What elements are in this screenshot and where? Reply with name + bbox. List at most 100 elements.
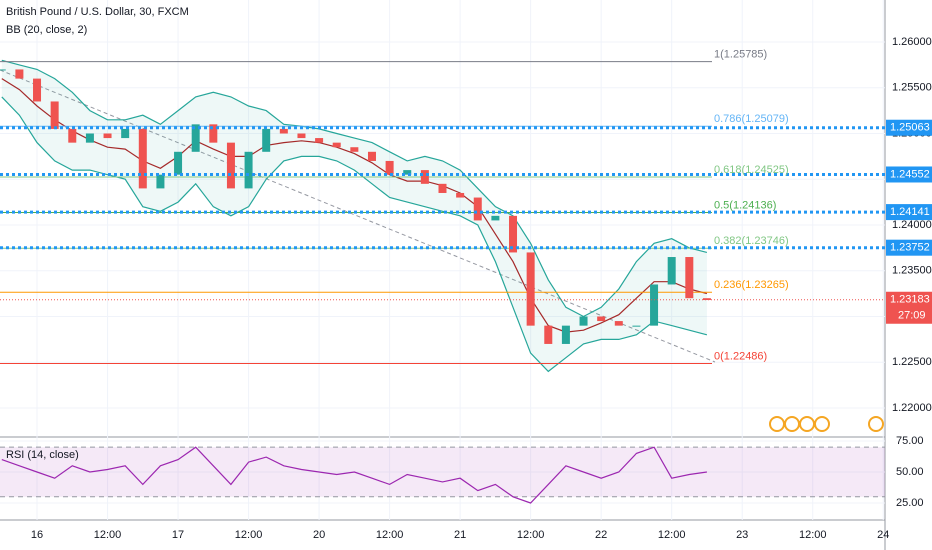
candle [209, 124, 218, 143]
marks [0, 59, 885, 504]
event-icon [799, 416, 815, 432]
candle [174, 151, 183, 175]
candle [597, 316, 606, 322]
candle [509, 215, 518, 253]
fib-label: 1(1.25785) [714, 49, 767, 61]
last-price-box [886, 291, 932, 324]
x-tick-label: 23 [736, 529, 748, 541]
fib-label: 0(1.22486) [714, 350, 767, 362]
x-tick-label: 16 [31, 529, 43, 541]
y-tick-label: 75.00 [896, 435, 924, 447]
y-tick-label: 1.22000 [892, 402, 932, 414]
event-icon [868, 416, 884, 432]
indicator-label: RSI (14, close) [6, 449, 79, 461]
event-icon [784, 416, 800, 432]
event-icons [769, 416, 884, 432]
candle [385, 160, 394, 175]
candle [244, 151, 253, 189]
candle [650, 284, 659, 326]
candle [191, 124, 200, 152]
x-tick-label: 20 [313, 529, 325, 541]
x-tick-label: 22 [595, 529, 607, 541]
countdown: 27:09 [898, 310, 926, 322]
indicator-label: BB (20, close, 2) [6, 24, 87, 36]
y-tick-label: 1.23500 [892, 265, 932, 277]
price-label: 1.24552 [890, 168, 930, 180]
candle [297, 133, 306, 139]
candle [33, 78, 42, 102]
event-icon [814, 416, 830, 432]
x-tick-label: 17 [172, 529, 184, 541]
candle [85, 133, 94, 143]
x-tick-label: 12:00 [799, 529, 827, 541]
last-price-label: 1.23183 [890, 294, 930, 306]
bollinger-band [1, 78, 708, 333]
y-tick-label: 50.00 [896, 466, 924, 478]
x-tick-label: 12:00 [517, 529, 545, 541]
candle [156, 174, 165, 189]
bollinger-band [1, 59, 708, 318]
grid [0, 0, 885, 520]
candle [103, 133, 112, 139]
candle [50, 101, 59, 129]
price-label: 1.25063 [890, 122, 930, 134]
price-label-box [886, 239, 932, 256]
chart-title: British Pound / U.S. Dollar, 30, FXCM [6, 6, 189, 18]
candle [350, 147, 359, 152]
candle [667, 257, 676, 285]
candle [473, 197, 482, 221]
candle [0, 69, 6, 71]
candle [121, 128, 130, 139]
candle [262, 128, 271, 152]
candle [685, 257, 694, 299]
candle [491, 215, 500, 221]
candle [332, 142, 341, 148]
candle [632, 325, 641, 327]
x-tick-label: 12:00 [658, 529, 686, 541]
x-tick-label: 12:00 [376, 529, 404, 541]
y-tick-label: 1.25500 [892, 82, 932, 94]
x-tick-label: 21 [454, 529, 466, 541]
x-tick-label: 12:00 [235, 529, 263, 541]
rsi-line [1, 446, 707, 504]
candle [68, 128, 77, 143]
candle [526, 252, 535, 326]
bollinger-band [1, 96, 708, 373]
x-tick-label: 24 [877, 529, 889, 541]
y-tick-label: 25.00 [896, 497, 924, 509]
candle [702, 298, 711, 301]
x-tick-label: 12:00 [94, 529, 122, 541]
trend-line [0, 69, 716, 363]
price-label: 1.23752 [890, 242, 930, 254]
candle [456, 192, 465, 198]
candle [315, 138, 324, 143]
candle [614, 321, 623, 326]
fib-label: 0.5(1.24136) [714, 199, 776, 211]
price-label-box [886, 166, 932, 183]
candle [438, 183, 447, 193]
price-label: 1.24141 [890, 206, 930, 218]
fib-label: 0.236(1.23265) [714, 279, 789, 291]
fib-label: 0.382(1.23746) [714, 235, 789, 247]
y-tick-label: 1.22500 [892, 356, 932, 368]
candle [544, 325, 553, 344]
candle [579, 316, 588, 326]
candle [226, 142, 235, 189]
fib-label: 0.618(1.24525) [714, 164, 789, 176]
candle [561, 325, 570, 344]
candle [403, 170, 412, 175]
y-tick-label: 1.26000 [892, 36, 932, 48]
candle [15, 69, 24, 79]
candle [420, 170, 429, 184]
price-label-box [886, 119, 932, 136]
candle [279, 128, 288, 134]
candle [367, 151, 376, 161]
event-icon [769, 416, 785, 432]
y-tick-label: 1.24000 [892, 219, 932, 231]
rsi-band [0, 447, 885, 497]
fib-label: 0.786(1.25079) [714, 113, 789, 125]
candle [138, 128, 147, 189]
price-label-box [886, 204, 932, 221]
